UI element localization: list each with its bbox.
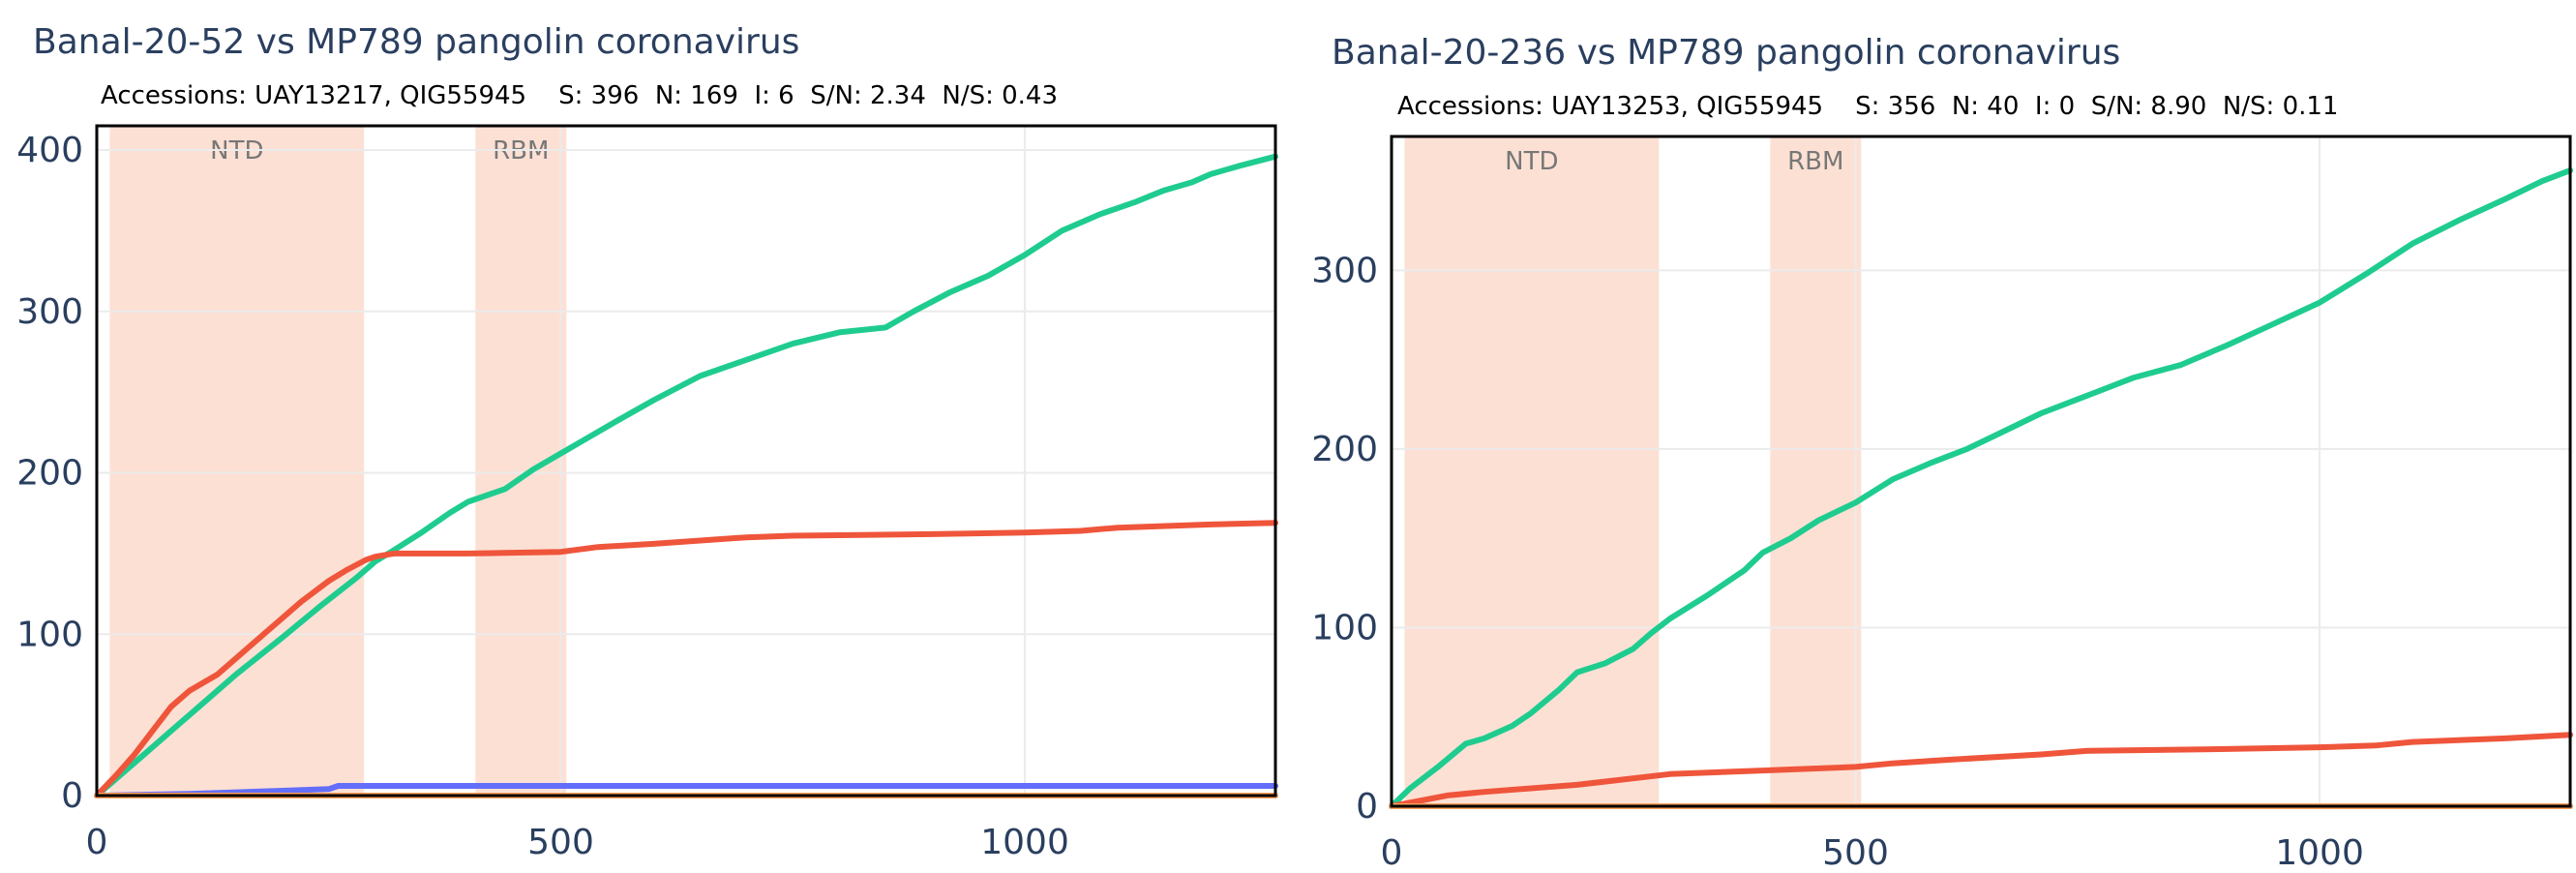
- y-tick-label: 100: [1311, 608, 1378, 647]
- y-tick-label: 300: [16, 292, 83, 332]
- x-tick-label: 1000: [2275, 833, 2364, 873]
- chart-subtitle: Accessions: UAY13253, QIG55945 S: 356 N:…: [1397, 92, 2338, 121]
- y-tick-label: 200: [1311, 430, 1378, 469]
- y-tick-label: 100: [16, 615, 83, 654]
- series-line-n: [94, 520, 1278, 798]
- series-line-s: [1389, 167, 2573, 809]
- region-label-rbm: RBM: [1787, 147, 1843, 176]
- region-band-rbm: [1770, 136, 1862, 806]
- plot-frame: [95, 124, 1277, 798]
- y-tick-label: 0: [61, 776, 83, 816]
- region-label-ntd: NTD: [1505, 147, 1558, 176]
- x-tick-label: 500: [527, 823, 594, 862]
- x-tick-label: 1000: [980, 823, 1069, 862]
- chart-title: Banal-20-52 vs MP789 pangolin coronaviru…: [33, 22, 799, 62]
- y-tick-label: 400: [16, 131, 83, 170]
- x-tick-label: 500: [1822, 833, 1889, 873]
- chart-banal-20-52: Banal-20-52 vs MP789 pangolin coronaviru…: [16, 22, 1278, 862]
- y-tick-label: 0: [1356, 787, 1378, 827]
- series-line-n: [1389, 732, 2573, 809]
- x-tick-label: 0: [86, 823, 108, 862]
- chart-subtitle: Accessions: UAY13217, QIG55945 S: 396 N:…: [101, 81, 1058, 110]
- plot-area: NTD RBM 0 100 200 300 0 500 1000: [1311, 135, 2573, 873]
- chart-banal-20-236: Banal-20-236 vs MP789 pangolin coronavir…: [1311, 33, 2573, 873]
- plot-frame: [1390, 135, 2572, 808]
- region-band-ntd: [1404, 136, 1660, 806]
- x-tick-label: 0: [1381, 833, 1403, 873]
- region-band-ntd: [109, 126, 365, 796]
- chart-title: Banal-20-236 vs MP789 pangolin coronavir…: [1332, 33, 2120, 73]
- y-tick-label: 300: [1311, 251, 1378, 290]
- series-line-s: [94, 153, 1278, 798]
- y-tick-label: 200: [16, 454, 83, 494]
